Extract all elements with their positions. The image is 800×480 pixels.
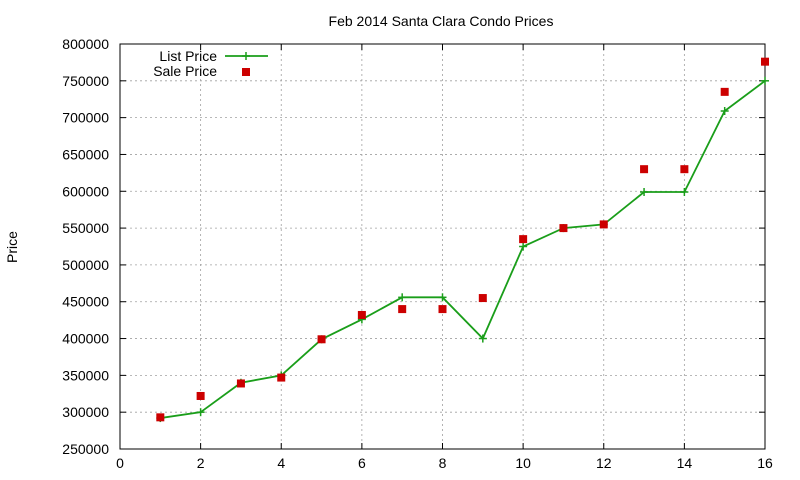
x-tick-label: 16 [757, 455, 773, 471]
data-point-sale-price [438, 305, 447, 314]
x-tick-label: 10 [515, 455, 531, 471]
data-point-list-price [640, 188, 649, 197]
y-tick-label: 250000 [62, 441, 109, 457]
data-point-sale-price [317, 335, 326, 344]
series-marks [156, 57, 769, 423]
data-point-list-price [438, 293, 447, 302]
y-tick-label: 550000 [62, 220, 109, 236]
data-point-list-price [720, 107, 729, 116]
legend-marker [242, 68, 250, 76]
x-tick-label: 6 [358, 455, 366, 471]
plot-frame [119, 43, 766, 450]
series-line-list-price [160, 80, 766, 419]
data-point-sale-price [559, 224, 568, 233]
data-point-list-price [478, 334, 487, 343]
legend: List Price Sale Price [153, 48, 268, 79]
x-tick-label: 4 [277, 455, 285, 471]
x-tick-labels: 0 2 4 6 8 10 12 14 16 [116, 455, 773, 471]
data-point-list-price [196, 408, 205, 417]
x-tick-label: 2 [197, 455, 205, 471]
data-point-sale-price [519, 235, 528, 244]
data-point-sale-price [478, 294, 487, 303]
y-tick-label: 350000 [62, 367, 109, 383]
y-tick-label: 400000 [62, 331, 109, 347]
data-point-list-price [398, 293, 407, 302]
legend-label-sale-price: Sale Price [153, 63, 217, 79]
y-tick-label: 600000 [62, 183, 109, 199]
y-tick-label: 700000 [62, 110, 109, 126]
data-point-list-price [519, 242, 528, 251]
legend-label-list-price: List Price [159, 48, 217, 64]
y-tick-label: 300000 [62, 404, 109, 420]
axis-ticks [119, 43, 766, 450]
data-point-sale-price [196, 391, 205, 400]
data-point-sale-price [761, 57, 769, 66]
legend-swatch-list-price [225, 52, 268, 60]
chart-title: Feb 2014 Santa Clara Condo Prices [329, 13, 554, 29]
x-tick-label: 12 [596, 455, 612, 471]
y-axis-label: Price [4, 231, 20, 263]
y-tick-labels: 250000 300000 350000 400000 450000 500000 5500… [62, 36, 109, 457]
data-point-sale-price [277, 373, 286, 382]
data-point-list-price [761, 76, 769, 85]
data-point-sale-price [156, 413, 165, 422]
x-tick-label: 14 [677, 455, 693, 471]
legend-marker [242, 52, 250, 60]
y-tick-label: 650000 [62, 146, 109, 162]
data-point-sale-price [720, 87, 729, 96]
y-tick-label: 750000 [62, 73, 109, 89]
y-tick-label: 800000 [62, 36, 109, 52]
legend-swatch-sale-price [242, 68, 250, 76]
x-tick-label: 0 [116, 455, 124, 471]
data-point-sale-price [398, 305, 407, 314]
data-point-sale-price [236, 379, 245, 388]
series-list-price [156, 76, 769, 423]
series-sale-price [156, 57, 769, 422]
data-point-sale-price [599, 220, 608, 229]
data-point-sale-price [640, 165, 649, 174]
y-tick-label: 500000 [62, 257, 109, 273]
data-point-sale-price [680, 165, 689, 174]
data-point-sale-price [357, 310, 366, 319]
x-tick-label: 8 [439, 455, 447, 471]
data-point-list-price [680, 188, 689, 197]
y-tick-label: 450000 [62, 294, 109, 310]
grid-lines [120, 44, 765, 449]
